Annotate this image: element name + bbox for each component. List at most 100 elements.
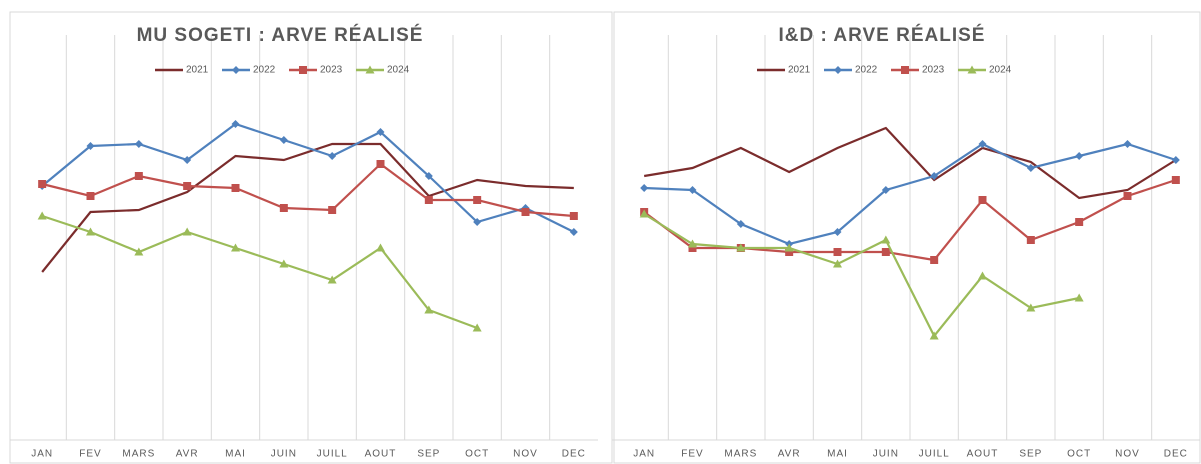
marker: [134, 247, 144, 256]
marker: [521, 208, 530, 216]
x-tick-label: FEV: [681, 449, 703, 460]
x-tick-label: JUIN: [271, 449, 297, 460]
x-tick-label: JUILL: [317, 449, 348, 460]
marker: [86, 227, 95, 236]
marker: [473, 196, 482, 204]
marker: [134, 172, 143, 180]
marker: [639, 209, 649, 218]
x-tick-label: NOV: [1115, 449, 1140, 460]
legend-marker: [967, 65, 977, 74]
marker: [978, 140, 987, 148]
marker: [279, 259, 289, 268]
x-tick-label: JAN: [31, 449, 53, 460]
legend-label: 2024: [387, 65, 410, 76]
legend-label: 2021: [788, 65, 811, 76]
marker: [784, 243, 794, 252]
marker: [929, 331, 939, 340]
marker: [472, 323, 482, 332]
marker: [183, 182, 192, 190]
x-tick-label: DEC: [562, 449, 586, 460]
marker: [978, 196, 987, 204]
series-line: [41, 162, 574, 218]
marker: [86, 192, 95, 200]
marker: [881, 235, 891, 244]
marker: [134, 140, 143, 148]
x-tick-label: JAN: [633, 449, 655, 460]
marker: [640, 184, 649, 192]
marker: [833, 228, 842, 236]
legend-label: 2023: [320, 65, 343, 76]
marker: [785, 248, 794, 256]
series-line: [644, 142, 1177, 246]
marker: [1075, 218, 1084, 226]
x-tick-label: JUIN: [873, 449, 899, 460]
x-tick-label: MAI: [225, 449, 246, 460]
marker: [833, 259, 842, 268]
marker: [182, 227, 192, 236]
marker: [376, 128, 385, 136]
x-tick-label: OCT: [465, 449, 489, 460]
legend-marker: [299, 66, 307, 74]
marker: [1123, 140, 1132, 148]
marker: [38, 180, 47, 188]
x-tick-label: SEP: [417, 449, 440, 460]
marker: [881, 248, 890, 256]
marker: [279, 204, 288, 212]
series-line: [41, 122, 575, 233]
x-tick-label: JUILL: [919, 449, 950, 460]
x-tick-label: AVR: [176, 449, 199, 460]
panel: [9, 11, 613, 464]
legend-label: 2024: [989, 65, 1012, 76]
marker: [1026, 236, 1035, 244]
marker: [688, 244, 697, 252]
marker: [736, 220, 745, 228]
x-tick-label: MAI: [827, 449, 848, 460]
marker: [1075, 152, 1084, 160]
marker: [424, 172, 433, 180]
marker: [688, 239, 697, 248]
marker: [231, 243, 240, 252]
series-line: [41, 142, 574, 273]
marker: [86, 142, 95, 150]
marker: [183, 156, 192, 164]
x-tick-label: AVR: [778, 449, 801, 460]
series-line: [643, 126, 1177, 200]
marker: [978, 271, 987, 280]
marker: [1171, 176, 1180, 184]
legend-label: 2022: [253, 65, 276, 76]
x-tick-label: DEC: [1164, 449, 1188, 460]
marker: [424, 196, 433, 204]
legend-marker: [365, 65, 375, 74]
x-tick-label: MARS: [122, 449, 155, 460]
series-line: [41, 214, 478, 330]
marker: [833, 248, 842, 256]
marker: [1074, 293, 1084, 302]
marker: [424, 305, 434, 314]
marker: [473, 218, 482, 226]
x-tick-label: OCT: [1067, 449, 1091, 460]
marker: [569, 228, 578, 236]
legend-label: 2021: [186, 65, 209, 76]
marker: [1026, 164, 1035, 172]
x-tick-label: AOUT: [365, 449, 397, 460]
marker: [231, 184, 240, 192]
x-tick-label: AOUT: [967, 449, 999, 460]
legend-label: 2023: [922, 65, 945, 76]
chart-title: MU SOGETI : ARVE RÉALISÉ: [137, 24, 424, 46]
x-tick-label: SEP: [1019, 449, 1042, 460]
x-tick-label: FEV: [79, 449, 101, 460]
marker: [376, 243, 385, 252]
marker: [930, 256, 939, 264]
marker: [328, 206, 337, 214]
marker: [569, 212, 578, 220]
legend-label: 2022: [855, 65, 878, 76]
legend-marker: [834, 66, 842, 74]
marker: [37, 211, 47, 220]
marker: [688, 186, 697, 194]
marker: [327, 275, 337, 284]
marker: [1123, 192, 1132, 200]
marker: [736, 243, 746, 252]
x-tick-label: NOV: [513, 449, 538, 460]
marker: [376, 160, 385, 168]
